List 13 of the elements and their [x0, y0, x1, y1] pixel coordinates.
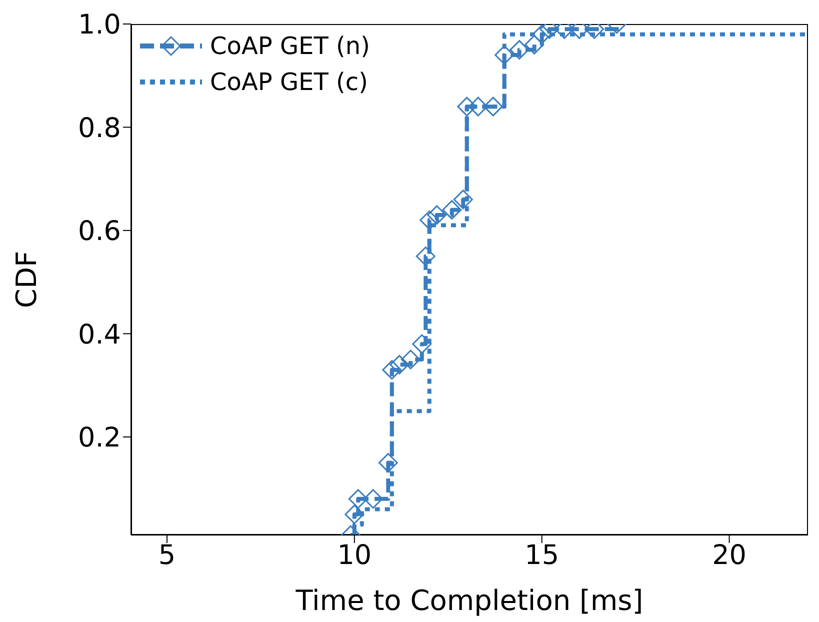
x-tick-label: 10 — [337, 540, 372, 572]
y-axis-title: CDF — [10, 250, 43, 308]
y-tick-label: 0.2 — [78, 422, 121, 454]
x-tick-label: 15 — [524, 540, 560, 572]
y-tick-label: 0.4 — [78, 319, 121, 350]
x-axis-title: Time to Completion [ms] — [294, 584, 644, 617]
legend-label: CoAP GET (n) — [210, 31, 370, 62]
y-tick-label: 0.6 — [78, 216, 121, 248]
y-tick-label: 1.0 — [78, 10, 121, 41]
legend-label: CoAP GET (c) — [210, 67, 368, 98]
x-tick-label: 20 — [712, 540, 746, 572]
y-tick-label: 0.8 — [78, 112, 121, 144]
x-tick-label: 5 — [158, 540, 176, 572]
